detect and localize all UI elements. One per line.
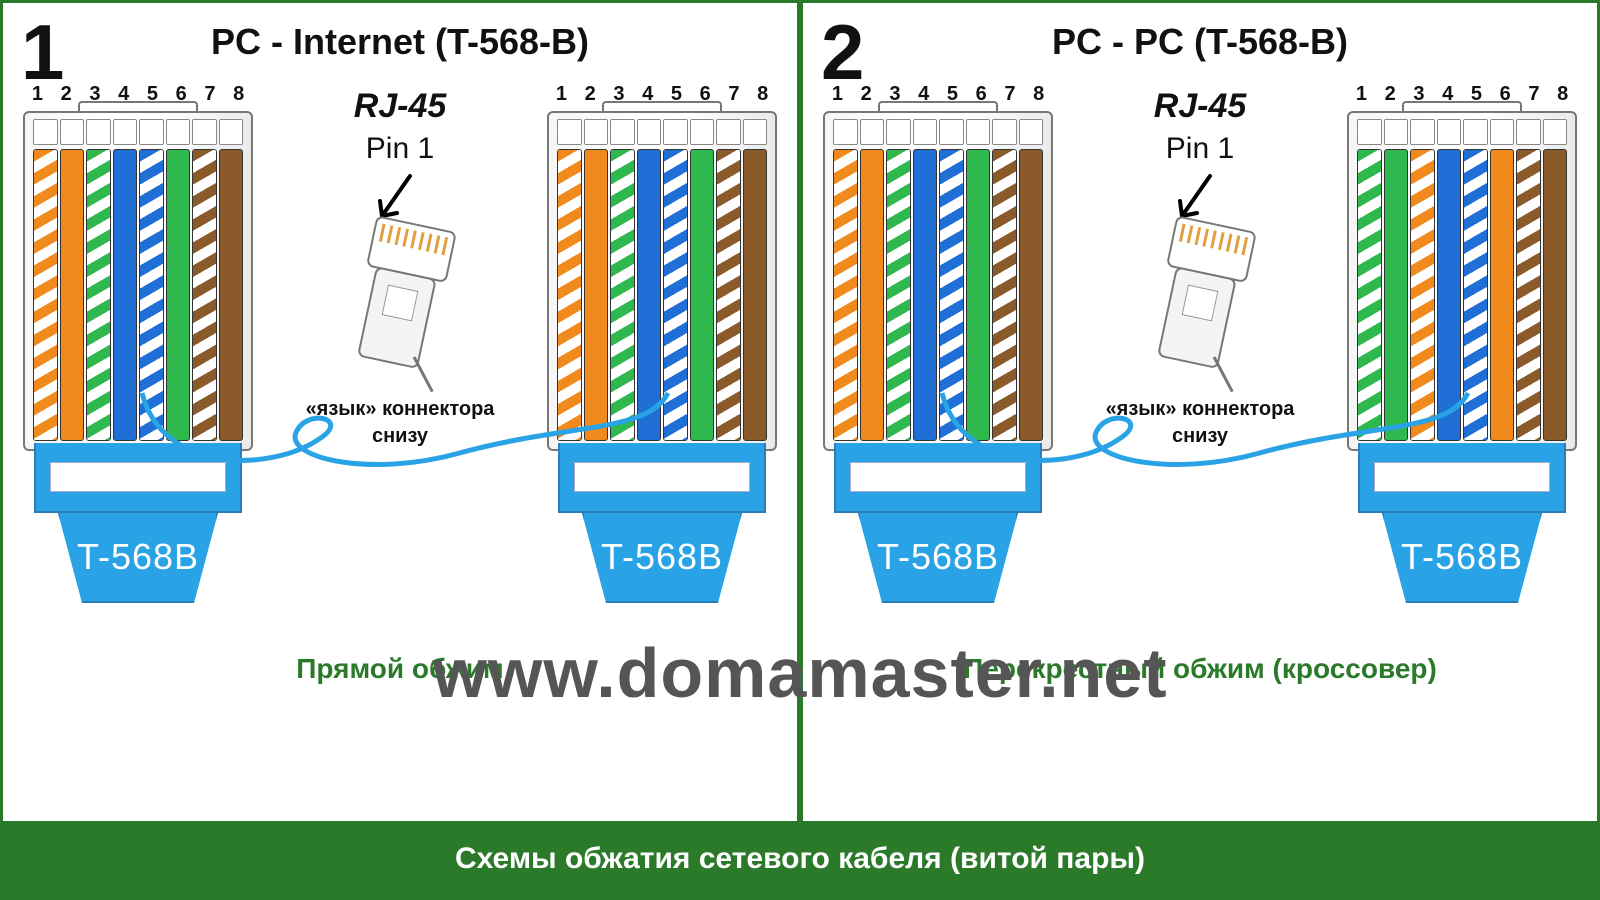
cable-boot: T-568B [1358,443,1566,603]
left-connector-p2: 12345678T-568B [823,83,1053,603]
wire-1 [557,149,582,441]
boot-label: T-568B [77,536,199,578]
pin-number: 1 [1347,83,1376,111]
subtitle-p2: Перекрестный обжим (кроссовер) [813,653,1587,685]
rj45-title: RJ-45 [1070,87,1330,126]
mini-connector-icon [323,202,478,403]
wire-7 [716,149,741,441]
pin-number: 8 [748,83,777,111]
right-connector-p2: 12345678T-568B [1347,83,1577,603]
wire-8 [1543,149,1568,441]
gold-pins [1357,119,1567,145]
footer-bar: Схемы обжатия сетевого кабеля (витой пар… [3,821,1597,897]
pin-number: 1 [547,83,576,111]
wire-5 [663,149,688,441]
cable-boot: T-568B [34,443,242,603]
pin-number: 2 [576,83,605,111]
wire-6 [1490,149,1515,441]
wire-set [557,149,767,441]
pin-number: 8 [224,83,253,111]
panel-number-2: 2 [821,13,864,91]
mini-connector-icon [1123,202,1278,403]
cable-boot: T-568B [558,443,766,603]
right-connector-p1: 12345678T-568B [547,83,777,603]
connector-body [823,111,1053,451]
pin-number: 2 [852,83,881,111]
wire-3 [886,149,911,441]
pin-number: 2 [52,83,81,111]
wire-3 [86,149,111,441]
connector-body [23,111,253,451]
gold-pins [557,119,767,145]
pin-number: 8 [1024,83,1053,111]
panel-title-2: PC - PC (T-568-B) [813,21,1587,63]
wire-set [833,149,1043,441]
tongue-label: «язык» коннектора снизу [270,396,530,450]
gold-pins [33,119,243,145]
wire-3 [610,149,635,441]
wire-4 [1437,149,1462,441]
wire-3 [1410,149,1435,441]
connector-body [547,111,777,451]
panel-1: 1 PC - Internet (T-568-B) 12345678T-568B… [3,3,797,823]
wire-1 [1357,149,1382,441]
panel-number-1: 1 [21,13,64,91]
diagram-frame: 1 PC - Internet (T-568-B) 12345678T-568B… [0,0,1600,900]
left-connector-p1: 12345678T-568B [23,83,253,603]
wire-2 [60,149,85,441]
wire-8 [1019,149,1044,441]
wire-1 [833,149,858,441]
pin-number: 7 [720,83,749,111]
wire-7 [1516,149,1541,441]
pin-number: 7 [1520,83,1549,111]
wire-set [33,149,243,441]
panel-2: 2 PC - PC (T-568-B) 12345678T-568B RJ-45… [803,3,1597,823]
footer-text: Схемы обжатия сетевого кабеля (витой пар… [455,842,1145,876]
wire-8 [743,149,768,441]
pin-number: 2 [1376,83,1405,111]
center-column-p2: RJ-45 Pin 1 «язык» коннектора снизу [1070,83,1330,450]
wire-8 [219,149,244,441]
wire-6 [690,149,715,441]
subtitle-p1: Прямой обжим [13,653,787,685]
connector-body [1347,111,1577,451]
boot-label: T-568B [877,536,999,578]
wire-2 [860,149,885,441]
pin-number: 7 [996,83,1025,111]
wire-5 [939,149,964,441]
wire-6 [166,149,191,441]
pin1-label: Pin 1 [1070,132,1330,166]
cable-boot: T-568B [834,443,1042,603]
gold-pins [833,119,1043,145]
panel-title-1: PC - Internet (T-568-B) [13,21,787,63]
pin-number: 8 [1548,83,1577,111]
pin-number: 1 [23,83,52,111]
wire-7 [192,149,217,441]
center-column-p1: RJ-45 Pin 1 «язык» коннектора снизу [270,83,530,450]
boot-label: T-568B [1401,536,1523,578]
wire-5 [1463,149,1488,441]
pin-number: 1 [823,83,852,111]
wire-6 [966,149,991,441]
wire-4 [113,149,138,441]
connector-row-2: 12345678T-568B RJ-45 Pin 1 «язык» коннек… [813,83,1587,643]
pin-number: 7 [196,83,225,111]
panels-row: 1 PC - Internet (T-568-B) 12345678T-568B… [3,3,1597,823]
wire-2 [1384,149,1409,441]
wire-5 [139,149,164,441]
rj45-title: RJ-45 [270,87,530,126]
wire-2 [584,149,609,441]
wire-7 [992,149,1017,441]
boot-label: T-568B [601,536,723,578]
tongue-label: «язык» коннектора снизу [1070,396,1330,450]
wire-set [1357,149,1567,441]
wire-4 [913,149,938,441]
pin1-label: Pin 1 [270,132,530,166]
connector-row-1: 12345678T-568B RJ-45 Pin 1 «язык» коннек… [13,83,787,643]
wire-1 [33,149,58,441]
wire-4 [637,149,662,441]
